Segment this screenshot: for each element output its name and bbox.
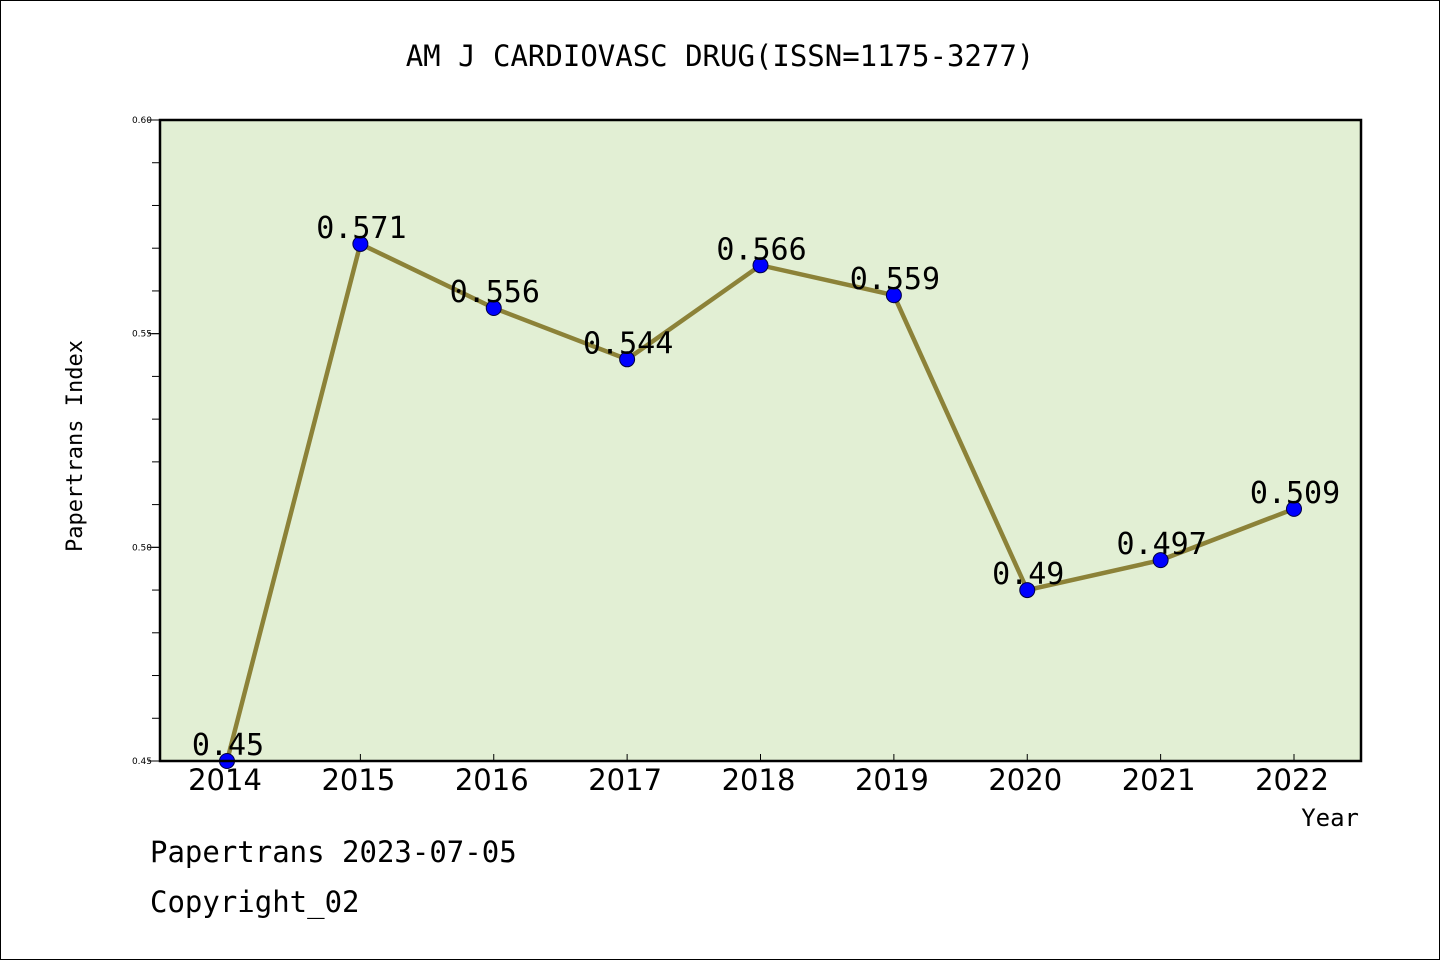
chart-title: AM J CARDIOVASC DRUG(ISSN=1175-3277): [406, 39, 1035, 73]
x-tick-label: 2015: [321, 763, 395, 797]
x-axis-ticks: 2014 2015 2016 2017 2018 2019 2020 2021 2022: [188, 754, 1329, 797]
data-label-2017: 0.544: [583, 326, 673, 361]
x-axis-label: Year: [1301, 804, 1359, 832]
data-point-2022: [1286, 500, 1302, 517]
data-label-2014: 0.45: [192, 728, 264, 763]
y-axis-label: Papertrans Index: [63, 340, 88, 552]
data-labels: 0.45 0.571 0.556 0.544 0.566 0.559 0.49 0.497 0.…: [192, 211, 1340, 763]
data-label-2021: 0.497: [1116, 527, 1206, 562]
y-tick-label: 0.60: [132, 116, 152, 126]
data-point-2020: [1019, 582, 1036, 599]
data-label-2022: 0.509: [1250, 476, 1340, 511]
x-tick-label: 2017: [588, 763, 662, 797]
plot-border: [158, 118, 1363, 763]
y-tick-label: 0.50: [132, 543, 152, 553]
x-tick-label: 2021: [1122, 763, 1196, 797]
y-tick-label: 0.45: [132, 757, 152, 767]
footer-source: Papertrans 2023-07-05: [150, 835, 517, 869]
data-point-2015: [352, 235, 369, 252]
plot-area: [160, 120, 1361, 761]
data-label-2020: 0.49: [992, 557, 1064, 592]
x-tick-label: 2019: [855, 763, 929, 797]
y-tick-label: 0.55: [132, 330, 152, 340]
data-points: [219, 235, 1302, 769]
data-point-2016: [485, 300, 502, 317]
data-label-2019: 0.559: [850, 262, 940, 297]
data-point-2017: [619, 351, 636, 368]
data-point-2018: [752, 257, 769, 274]
x-tick-label: 2016: [455, 763, 529, 797]
data-point-2019: [885, 287, 902, 304]
x-tick-label: 2018: [722, 763, 796, 797]
data-point-2021: [1152, 552, 1169, 569]
data-label-2016: 0.556: [450, 275, 540, 310]
data-label-2018: 0.566: [716, 232, 806, 267]
data-label-2015: 0.571: [316, 211, 406, 246]
footer-copyright: Copyright_02: [150, 885, 360, 919]
x-tick-label: 2022: [1255, 763, 1329, 797]
x-tick-label: 2020: [988, 763, 1062, 797]
y-axis-ticks: 0.45 0.50 0.55 0.60: [132, 116, 160, 767]
